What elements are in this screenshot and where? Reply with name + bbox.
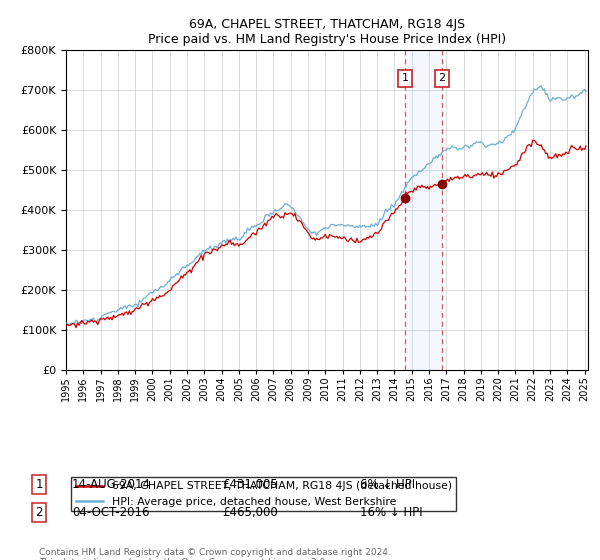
Text: £431,005: £431,005 xyxy=(222,478,278,491)
Legend: 69A, CHAPEL STREET, THATCHAM, RG18 4JS (detached house), HPI: Average price, det: 69A, CHAPEL STREET, THATCHAM, RG18 4JS (… xyxy=(71,477,456,511)
Text: 1: 1 xyxy=(401,73,409,83)
Text: 14-AUG-2014: 14-AUG-2014 xyxy=(72,478,151,491)
Text: 04-OCT-2016: 04-OCT-2016 xyxy=(72,506,149,519)
Text: 16% ↓ HPI: 16% ↓ HPI xyxy=(360,506,422,519)
Title: 69A, CHAPEL STREET, THATCHAM, RG18 4JS
Price paid vs. HM Land Registry's House P: 69A, CHAPEL STREET, THATCHAM, RG18 4JS P… xyxy=(148,18,506,46)
Text: Contains HM Land Registry data © Crown copyright and database right 2024.
This d: Contains HM Land Registry data © Crown c… xyxy=(39,548,391,560)
Text: 1: 1 xyxy=(35,478,43,491)
Text: £465,000: £465,000 xyxy=(222,506,278,519)
Text: 6% ↓ HPI: 6% ↓ HPI xyxy=(360,478,415,491)
Text: 2: 2 xyxy=(35,506,43,519)
Text: 2: 2 xyxy=(439,73,446,83)
Bar xyxy=(405,50,442,370)
